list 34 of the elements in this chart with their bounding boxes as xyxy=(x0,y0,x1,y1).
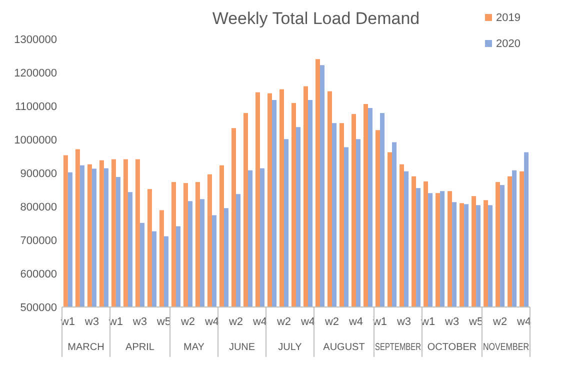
x-tick-label: w4 xyxy=(300,316,316,328)
y-tick-label: 1000000 xyxy=(14,134,57,146)
x-tick-label: w2 xyxy=(276,316,292,328)
legend-label: 2019 xyxy=(496,12,520,24)
x-tick-label: w4 xyxy=(252,316,268,328)
text: NOVEMBER xyxy=(483,342,540,353)
x-tick-label: w4 xyxy=(204,316,220,328)
text: AUGUST xyxy=(323,342,365,353)
x-tick-label: w2 xyxy=(492,316,508,328)
y-tick-label: 700000 xyxy=(20,234,57,247)
x-tick-label: w3 xyxy=(444,316,460,328)
y-tick-label: 900000 xyxy=(20,168,57,180)
y-tick-label: 1100000 xyxy=(14,100,57,113)
x-tick-label: w4 xyxy=(348,316,364,328)
text: JUNE xyxy=(228,342,256,353)
x-tick-label: w3 xyxy=(396,316,412,328)
text: MARCH xyxy=(68,342,104,353)
y-tick-label: 500000 xyxy=(20,302,57,314)
x-tick-label: w2 xyxy=(180,316,196,328)
text: JULY xyxy=(278,342,302,353)
x-tick-label: w2 xyxy=(324,316,340,328)
y-tick-label: 600000 xyxy=(20,268,57,280)
x-tick-label: w4 xyxy=(516,316,532,328)
x-tick-label: w3 xyxy=(84,316,99,328)
y-tick-label: 1200000 xyxy=(14,67,57,80)
x-tick-label: w3 xyxy=(132,316,147,328)
text: APRIL xyxy=(126,342,155,353)
x-tick-label: w2 xyxy=(228,316,244,328)
chart-title: Weekly Total Load Demand xyxy=(212,9,420,28)
text: OCTOBER xyxy=(427,342,477,353)
y-tick-label: 800000 xyxy=(20,201,57,214)
y-tick-label: 1300000 xyxy=(14,34,57,46)
text: MAY xyxy=(184,342,205,353)
legend-label: 2020 xyxy=(496,38,520,50)
